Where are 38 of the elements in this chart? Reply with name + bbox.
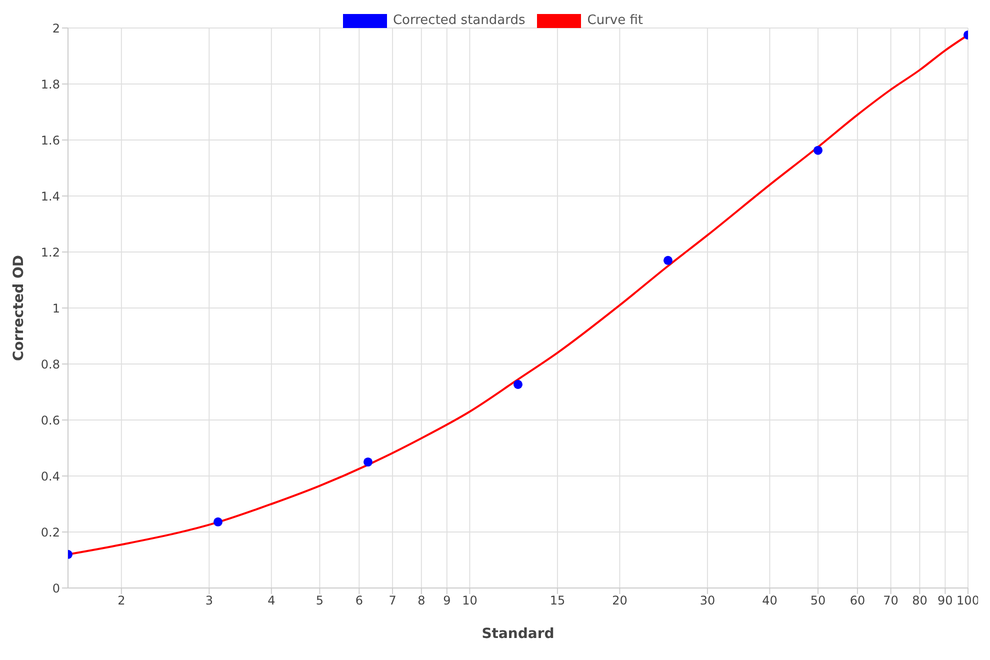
point bbox=[813, 146, 823, 155]
x-tick-label: 8 bbox=[418, 594, 426, 608]
point bbox=[213, 517, 223, 526]
y-tick-label: 1.8 bbox=[40, 77, 60, 92]
x-tick-label: 70 bbox=[883, 594, 898, 608]
x-tick-label: 9 bbox=[443, 594, 451, 608]
x-tick-label: 50 bbox=[810, 594, 826, 608]
y-tick-label: 0.8 bbox=[40, 357, 60, 372]
x-tick-label: 4 bbox=[268, 594, 276, 608]
y-tick-label: 1.2 bbox=[40, 245, 60, 260]
x-tick-label: 2 bbox=[118, 594, 126, 608]
y-tick-label: 0 bbox=[52, 581, 60, 596]
x-tick-label: 5 bbox=[316, 594, 324, 608]
x-tick-label: 7 bbox=[388, 594, 396, 608]
x-tick-label: 20 bbox=[612, 594, 628, 608]
x-tick-label: 3 bbox=[205, 594, 213, 608]
y-tick-label: 1.4 bbox=[40, 189, 60, 204]
legend-label: Corrected standards bbox=[392, 13, 526, 28]
x-axis-title: Standard bbox=[482, 626, 554, 642]
x-tick-label: 40 bbox=[762, 594, 778, 608]
x-tick-label: 30 bbox=[700, 594, 716, 608]
x-tick-label: 90 bbox=[938, 594, 953, 608]
x-tick-label: 6 bbox=[355, 594, 363, 608]
point bbox=[663, 256, 673, 265]
y-tick-label: 2 bbox=[52, 21, 60, 36]
y-tick-label: 0.6 bbox=[40, 413, 60, 428]
y-tick-label: 0.4 bbox=[40, 469, 60, 484]
point bbox=[363, 457, 373, 467]
x-tick-label: 80 bbox=[912, 594, 928, 608]
y-tick-label: 1.6 bbox=[40, 133, 60, 148]
x-tick-label: 60 bbox=[850, 594, 866, 608]
point bbox=[513, 380, 523, 389]
x-tick-label: 10 bbox=[462, 594, 478, 608]
x-tick-label: 15 bbox=[550, 594, 566, 608]
legend-label: Curve fit bbox=[587, 13, 644, 28]
y-axis-title: Corrected OD bbox=[10, 254, 27, 362]
y-tick-label: 0.2 bbox=[40, 525, 60, 540]
y-tick-label: 1 bbox=[52, 301, 60, 316]
